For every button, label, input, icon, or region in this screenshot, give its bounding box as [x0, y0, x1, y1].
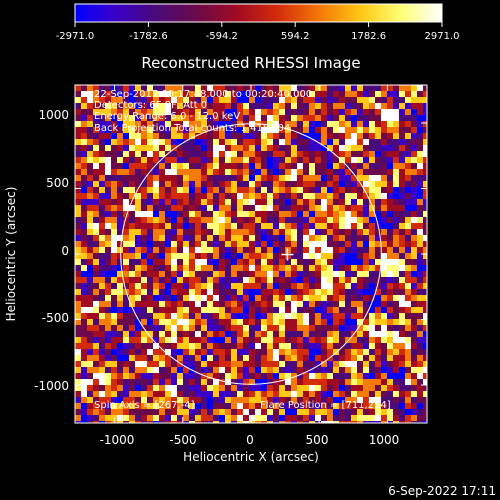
colorbar-gradient: [74, 3, 443, 23]
colorbar-tick-label: 1782.6: [351, 31, 386, 42]
colorbar-tick-label: -594.2: [206, 31, 238, 42]
info-line-time: 22-Sep-2017 00:17:48.000 to 00:20:40.000: [94, 89, 312, 100]
info-line-detectors: Detectors: 6F 8F, Att 0: [94, 100, 207, 111]
y-axis-label: Heliocentric Y (arcsec): [4, 187, 18, 322]
y-axis-tick-labels: 1000 500 0 -500 -1000: [34, 108, 69, 393]
footer-timestamp: 6-Sep-2022 17:11: [388, 484, 496, 498]
x-tick-label: -1000: [100, 433, 135, 447]
y-tick-label: 1000: [38, 108, 69, 122]
x-tick-label: 1000: [369, 433, 400, 447]
colorbar-tick-label: -2971.0: [56, 31, 95, 42]
x-axis-label: Heliocentric X (arcsec): [183, 450, 319, 464]
colorbar: -2971.0 -1782.6 -594.2 594.2 1782.6 2971.0: [56, 3, 460, 42]
y-tick-label: -500: [42, 311, 69, 325]
info-line-energy: Energy Range: 6.0 - 12.0 keV: [94, 111, 240, 122]
colorbar-tick-label: 594.2: [281, 31, 310, 42]
x-tick-label: 0: [246, 433, 254, 447]
colorbar-tick-labels: -2971.0 -1782.6 -594.2 594.2 1782.6 2971.0: [56, 31, 460, 42]
colorbar-tick-label: -1782.6: [129, 31, 168, 42]
x-axis-tick-labels: -1000 -500 0 500 1000: [100, 433, 400, 447]
spin-axis-label: Spin Axis = [267,-4]: [94, 400, 195, 411]
solar-limb-circle: [120, 123, 382, 385]
y-axis-ticks: [75, 122, 427, 386]
flare-position-label: Flare Position = [711,214]: [260, 400, 391, 411]
y-tick-label: 0: [61, 244, 69, 258]
image-pixels: [75, 85, 427, 423]
info-line-method: Back Projection Total counts: 1.41E+04: [94, 123, 290, 134]
colorbar-tick-label: 2971.0: [425, 31, 460, 42]
x-tick-label: -500: [169, 433, 196, 447]
spin-axis-marker: [281, 248, 294, 261]
x-tick-label: 500: [306, 433, 329, 447]
info-block: 22-Sep-2017 00:17:48.000 to 00:20:40.000…: [94, 89, 312, 134]
colorbar-ticks: [74, 22, 443, 27]
plot-title: Reconstructed RHESSI Image: [141, 54, 360, 72]
x-axis-ticks: [114, 85, 388, 423]
y-tick-label: -1000: [34, 379, 69, 393]
y-tick-label: 500: [46, 176, 69, 190]
